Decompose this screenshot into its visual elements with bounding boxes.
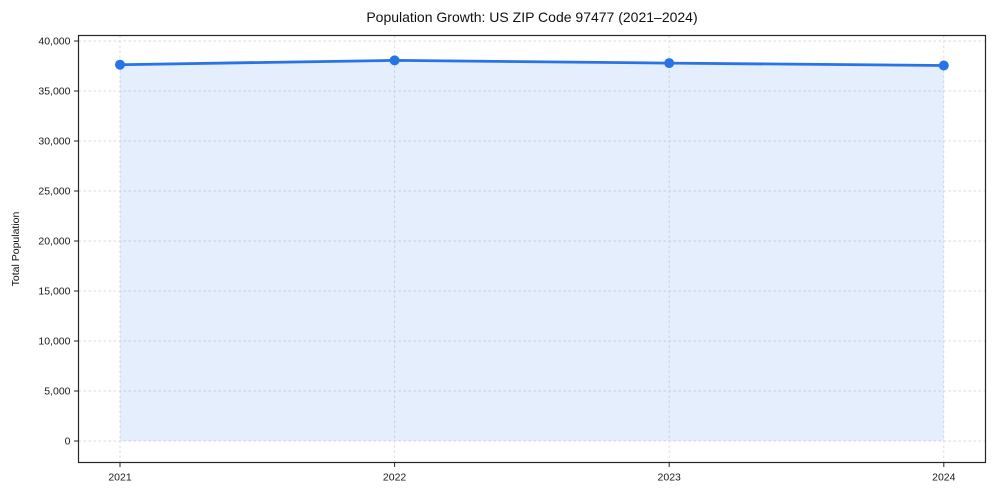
x-tick-label: 2021 bbox=[108, 472, 132, 484]
x-tick-label: 2023 bbox=[658, 472, 682, 484]
area-fill bbox=[120, 60, 944, 442]
plot-border bbox=[77, 34, 987, 464]
y-tick-label: 30,000 bbox=[38, 136, 70, 148]
x-tick-label: 2024 bbox=[932, 472, 956, 484]
y-tick-label: 25,000 bbox=[38, 186, 70, 198]
y-tick-label: 0 bbox=[65, 436, 71, 448]
data-point-marker bbox=[389, 55, 400, 66]
series-line bbox=[118, 59, 946, 67]
y-tick-label: 5,000 bbox=[44, 386, 70, 398]
y-tick-label: 10,000 bbox=[38, 336, 70, 348]
y-tick-label: 35,000 bbox=[38, 86, 70, 98]
x-tick-label: 2022 bbox=[383, 472, 407, 484]
data-point-marker bbox=[664, 58, 675, 69]
y-tick-label: 40,000 bbox=[38, 36, 70, 48]
data-point-marker bbox=[115, 59, 125, 70]
y-tick-label: 15,000 bbox=[38, 286, 70, 298]
data-point-marker bbox=[938, 60, 949, 71]
y-tick-label: 20,000 bbox=[38, 236, 70, 248]
chart-title: Population Growth: US ZIP Code 97477 (20… bbox=[366, 9, 698, 25]
